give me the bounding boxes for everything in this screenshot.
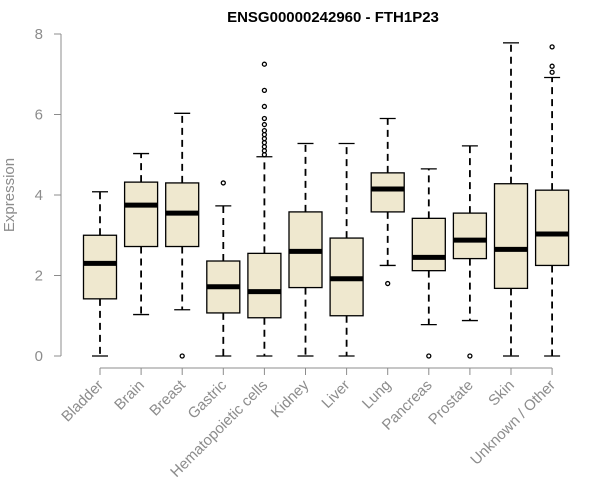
chart-title: ENSG00000242960 - FTH1P23 [227, 9, 439, 26]
outlier-point [549, 44, 555, 50]
x-tick-label: Skin [485, 377, 518, 410]
y-axis-label: Expression [1, 158, 18, 232]
x-tick-label: Liver [318, 377, 353, 412]
x-tick-label: Breast [146, 376, 189, 419]
outlier-point [220, 180, 226, 186]
box-group [493, 42, 529, 357]
outlier-point [261, 61, 268, 67]
y-tick-label: 4 [35, 187, 43, 204]
box-group [247, 61, 282, 357]
y-axis: 0 2 4 6 8 [35, 26, 62, 365]
box-group [123, 152, 159, 316]
outlier-point [261, 115, 268, 122]
y-tick-label: 2 [35, 268, 43, 285]
box-group [329, 142, 364, 357]
box-group [165, 112, 200, 359]
outlier-point [261, 87, 268, 93]
outlier-point [426, 353, 432, 359]
x-tick-label: Prostate [425, 377, 477, 429]
iqr-box [411, 217, 446, 272]
box-series [82, 42, 570, 359]
outlier-point [179, 353, 185, 359]
x-tick-label: Lung [359, 377, 395, 413]
iqr-box [534, 189, 570, 267]
y-tick-label: 0 [35, 348, 43, 365]
outlier-point [261, 121, 268, 128]
iqr-box [493, 183, 529, 290]
box-group [82, 191, 118, 357]
y-tick-label: 6 [35, 107, 43, 124]
box-group [206, 180, 241, 357]
outlier-point [549, 63, 555, 69]
outlier-point [261, 103, 268, 110]
iqr-box [247, 252, 282, 319]
box-group [411, 168, 446, 359]
x-tick-label: Bladder [58, 377, 107, 426]
x-tick-label: Kidney [268, 376, 313, 421]
outlier-point [549, 69, 555, 75]
outlier-point [385, 280, 391, 287]
box-group [288, 142, 323, 357]
outlier-point [261, 127, 268, 134]
y-tick-label: 8 [35, 26, 43, 43]
iqr-box [452, 212, 488, 260]
outlier-point [467, 353, 473, 359]
iqr-box [82, 234, 118, 300]
iqr-box [123, 181, 159, 248]
box-group [452, 145, 488, 359]
x-tick-label: Brain [111, 377, 148, 414]
iqr-box [370, 172, 405, 213]
box-group [370, 117, 405, 287]
box-group [534, 44, 570, 357]
